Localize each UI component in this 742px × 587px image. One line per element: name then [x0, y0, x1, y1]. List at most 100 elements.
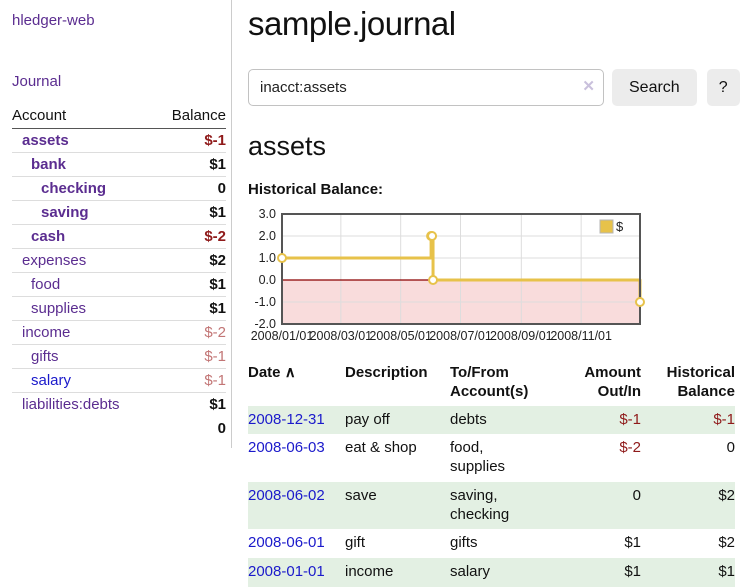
account-link-food[interactable]: food: [31, 276, 61, 293]
account-row: income $-2: [12, 320, 226, 345]
register-accounts-cell: gifts: [450, 534, 478, 552]
app-brand: hledger-web: [0, 0, 231, 29]
chart-y-tick-label: -2.0: [254, 317, 276, 331]
account-balance: $1: [154, 200, 226, 225]
chart-border: [281, 213, 641, 325]
register-header-accounts: To/From Account(s): [450, 364, 529, 400]
chart-y-tick-label: 1.0: [259, 251, 276, 265]
account-row: expenses $2: [12, 248, 226, 273]
account-balance: $1: [154, 296, 226, 321]
register-date-cell: 2008-12-31: [248, 405, 345, 435]
chart-x-tick-label: 2008/07/01: [429, 329, 492, 343]
transaction-date-link[interactable]: 2008-06-01: [248, 534, 325, 552]
register-accounts-cell: saving, checking: [450, 481, 560, 530]
account-name-cell: saving: [12, 200, 155, 225]
page-title: sample.journal: [248, 5, 456, 42]
chart-y-tick-label: 0.0: [259, 273, 276, 287]
account-row: salary $-1: [12, 368, 226, 393]
chart-y-tick-label: 2.0: [259, 229, 276, 243]
account-link-salary[interactable]: salary: [31, 372, 72, 389]
register-amount-cell: 0: [560, 481, 641, 530]
transaction-date-link[interactable]: 2008-06-02: [248, 486, 325, 504]
sort-ascending-icon: ∧: [284, 364, 296, 381]
search-input[interactable]: [248, 69, 604, 106]
register-balance-cell: $-1: [641, 405, 735, 435]
account-link-liabilities-debts[interactable]: liabilities:debts: [22, 396, 120, 413]
account-link-gifts[interactable]: gifts: [31, 348, 59, 365]
account-link-income[interactable]: income: [22, 324, 71, 341]
chart-y-tick-label: -1.0: [254, 295, 276, 309]
register-description-cell: income: [345, 558, 450, 587]
app-brand-link[interactable]: hledger-web: [12, 12, 95, 29]
account-balance: $1: [154, 272, 226, 297]
account-balance: $2: [154, 248, 226, 273]
register-header-description: Description: [345, 364, 428, 381]
legend-label: $: [616, 219, 624, 234]
legend-swatch-icon: [599, 219, 614, 234]
account-name-cell: checking: [12, 176, 155, 201]
account-row: bank $1: [12, 152, 226, 177]
transaction-date-link[interactable]: 2008-06-03: [248, 439, 325, 457]
search-box: ✕: [248, 69, 604, 106]
register-header-balance: Historical Balance: [666, 364, 735, 400]
chart-x-tick-label: 2008/01/01: [251, 329, 314, 343]
register-table: Date ∧ Description To/From Account(s) Am…: [248, 362, 735, 587]
register-accounts-cell: salary: [450, 558, 560, 587]
accounts-total-row: 0: [12, 416, 226, 441]
account-link-supplies[interactable]: supplies: [31, 300, 87, 317]
accounts-header-balance: Balance: [154, 104, 226, 129]
register-balance-cell: 0: [726, 439, 735, 457]
chart-data-point: [427, 231, 438, 241]
register-balance-cell: $2: [641, 481, 735, 530]
register-balance-cell: $1: [641, 558, 735, 587]
account-name-cell: supplies: [12, 296, 155, 321]
chart-y-tick-label: 3.0: [259, 207, 276, 221]
account-name-cell: gifts: [12, 344, 155, 369]
help-button[interactable]: ?: [706, 69, 740, 106]
register-header-date-label: Date: [248, 364, 281, 381]
register-date-cell: 2008-06-02: [248, 481, 345, 530]
register-row: 2008-06-01 gift gifts $1 $2: [248, 529, 735, 558]
register-amount-cell: $1: [624, 534, 641, 552]
register-description-cell: eat & shop: [345, 439, 417, 457]
account-row: supplies $1: [12, 296, 226, 321]
register-date-cell: 2008-01-01: [248, 558, 345, 587]
account-name-cell: assets: [12, 129, 154, 153]
register-row: 2008-06-03 eat & shop food, supplies $-2 0: [248, 434, 735, 482]
account-link-assets[interactable]: assets: [22, 132, 69, 149]
account-name-cell: expenses: [12, 248, 155, 273]
transaction-date-link[interactable]: 2008-01-01: [248, 563, 325, 580]
nav-journal-link[interactable]: Journal: [12, 73, 62, 90]
account-balance: $-1: [204, 132, 226, 149]
account-link-cash[interactable]: cash: [31, 228, 66, 245]
account-name-cell: food: [12, 272, 155, 297]
account-link-saving[interactable]: saving: [41, 204, 89, 221]
register-amount-cell: $-2: [619, 439, 641, 457]
accounts-header-account: Account: [12, 104, 155, 129]
account-row: saving $1: [12, 200, 226, 225]
account-balance: $1: [154, 392, 226, 416]
register-balance-cell: $2: [718, 534, 735, 552]
account-name-cell: salary: [12, 368, 155, 393]
account-balance: $1: [154, 152, 226, 177]
clear-search-icon[interactable]: ✕: [582, 78, 595, 95]
account-link-checking[interactable]: checking: [41, 180, 107, 197]
register-accounts-cell: food, supplies: [450, 439, 506, 475]
account-row: cash $-2: [12, 224, 226, 249]
main-content: sample.journal ✕ Search ? assets Histori…: [248, 0, 742, 587]
register-header-date[interactable]: Date ∧: [248, 362, 345, 406]
search-button[interactable]: Search: [612, 69, 697, 106]
chart-x-tick-label: 2008/03/01: [310, 329, 373, 343]
account-row: gifts $-1: [12, 344, 226, 369]
transaction-date-link[interactable]: 2008-12-31: [248, 410, 325, 428]
chart-data-point: [635, 297, 645, 307]
account-name-cell: liabilities:debts: [12, 392, 155, 416]
register-description-cell: pay off: [345, 405, 450, 435]
account-link-bank[interactable]: bank: [31, 156, 67, 173]
register-date-cell: 2008-06-03: [248, 434, 345, 482]
account-balance: 0: [154, 176, 226, 201]
register-header-amount: Amount Out/In: [584, 364, 641, 400]
account-name-cell: income: [12, 320, 155, 345]
chart-data-point: [277, 253, 287, 263]
account-link-expenses[interactable]: expenses: [22, 252, 87, 269]
